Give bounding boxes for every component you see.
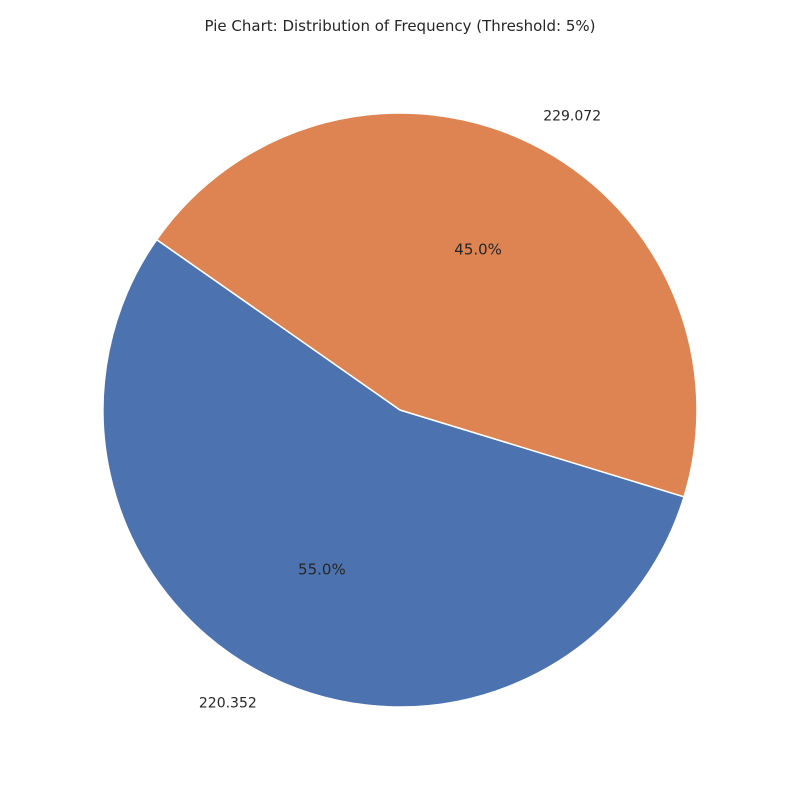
slice-percent-1: 45.0% — [454, 240, 502, 258]
pie-slice-0 — [102, 238, 685, 708]
pie-labels: 220.352 55.0% 229.072 45.0% — [199, 108, 601, 711]
slice-label-1: 229.072 — [543, 108, 601, 124]
slice-percent-0: 55.0% — [298, 561, 346, 579]
pie-slices — [102, 112, 698, 708]
chart-title: Pie Chart: Distribution of Frequency (Th… — [205, 17, 596, 35]
slice-label-0: 220.352 — [199, 696, 257, 712]
pie-slice-1 — [155, 112, 698, 498]
